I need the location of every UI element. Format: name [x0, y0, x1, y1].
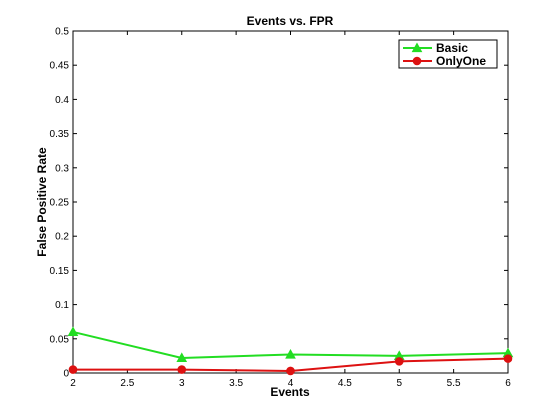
x-tick-label: 2	[70, 378, 76, 389]
y-tick-label: 0.2	[55, 232, 69, 243]
legend-marker-basic	[411, 42, 423, 53]
y-tick-label: 0.1	[55, 300, 69, 311]
data-point-onlyone	[286, 366, 295, 376]
data-point-basic	[67, 326, 79, 337]
y-tick-label: 0	[63, 369, 69, 380]
y-tick-label: 0.35	[50, 129, 70, 140]
legend-label-basic: Basic	[436, 41, 468, 55]
data-point-basic	[285, 349, 296, 359]
legend-label-onlyone: OnlyOne	[436, 54, 486, 68]
y-axis-label: False Positive Rate	[35, 147, 49, 257]
x-tick-label: 6	[505, 378, 511, 389]
y-tick-label: 0.15	[50, 266, 70, 277]
x-tick-label: 4	[288, 378, 294, 389]
chart-title: Events vs. FPR	[247, 14, 334, 28]
y-tick-label: 0.45	[50, 61, 70, 72]
legend-marker-onlyone	[412, 56, 422, 66]
series-onlyone	[68, 354, 513, 376]
data-point-onlyone	[68, 365, 78, 374]
series-layer	[67, 326, 514, 376]
y-tick-label: 0.5	[55, 27, 69, 38]
y-tick-label: 0.05	[50, 334, 70, 345]
y-axis: 0 0.05 0.1 0.15 0.2 0.25 0.3 0.35 0.4 0.45 0.5	[50, 27, 508, 380]
data-point-basic	[176, 352, 188, 363]
data-point-onlyone	[394, 357, 404, 366]
y-tick-label: 0.3	[55, 163, 69, 174]
x-tick-label: 4.5	[338, 378, 352, 389]
y-tick-label: 0.25	[50, 198, 70, 209]
x-tick-label: 3.5	[229, 378, 243, 389]
data-point-onlyone	[503, 354, 513, 363]
series-basic	[67, 326, 514, 363]
data-point-onlyone	[177, 365, 187, 374]
plot-area	[72, 30, 509, 374]
y-tick-label: 0.4	[55, 95, 69, 106]
x-tick-label: 3	[179, 378, 185, 389]
x-axis-label: Events	[270, 385, 310, 399]
x-tick-label: 2.5	[120, 378, 134, 389]
x-tick-label: 5	[396, 378, 402, 389]
x-tick-label: 5.5	[447, 378, 461, 389]
